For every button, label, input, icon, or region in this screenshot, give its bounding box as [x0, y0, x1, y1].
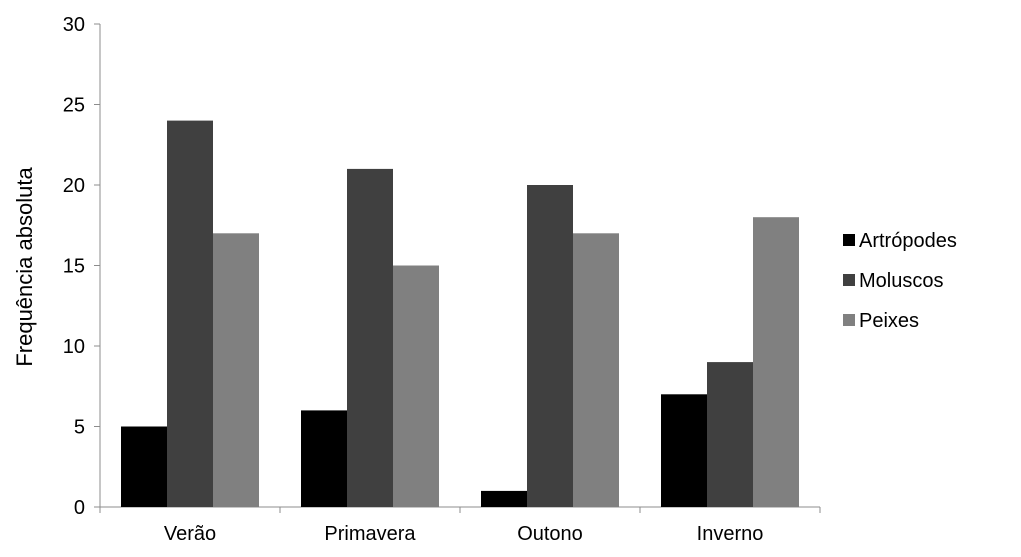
legend-label-2: Moluscos	[859, 270, 943, 292]
y-tick-label: 15	[63, 256, 85, 278]
bar-artr-podes-2	[301, 410, 347, 507]
legend-label-3: Peixes	[859, 310, 919, 332]
y-tick-label: 30	[63, 14, 85, 36]
y-axis-label: Frequência absoluta	[12, 167, 37, 367]
y-tick-label: 5	[74, 417, 85, 439]
bar-artr-podes-4	[661, 394, 707, 507]
legend-label-1: Artrópodes	[859, 230, 957, 252]
legend-swatch-2	[843, 274, 855, 286]
legend-swatch-3	[843, 314, 855, 326]
y-tick-label: 10	[63, 336, 85, 358]
bar-peixes-3	[573, 233, 619, 508]
bar-peixes-1	[213, 233, 259, 508]
bar-moluscos-4	[707, 362, 753, 507]
x-tick-label: Verão	[164, 523, 216, 545]
y-tick-label: 20	[63, 175, 85, 197]
x-tick-label: Primavera	[324, 523, 416, 545]
bar-peixes-2	[393, 265, 439, 507]
legend-swatch-1	[843, 234, 855, 246]
bar-artr-podes-3	[481, 490, 527, 507]
y-tick-label: 25	[63, 95, 85, 117]
bar-moluscos-1	[167, 120, 213, 507]
legend: Artrópodes Moluscos Peixes	[843, 230, 957, 332]
bar-moluscos-2	[347, 168, 393, 507]
bar-moluscos-3	[527, 185, 573, 507]
y-tick-label: 0	[74, 497, 85, 519]
x-tick-label: Inverno	[697, 523, 764, 545]
plot-area: 0 5 10 15 20 25 30 Verão Primavera Outono Inverno	[63, 14, 821, 545]
x-tick-label: Outono	[517, 523, 583, 545]
bar-peixes-4	[753, 217, 799, 507]
bar-artr-podes-1	[121, 426, 167, 507]
